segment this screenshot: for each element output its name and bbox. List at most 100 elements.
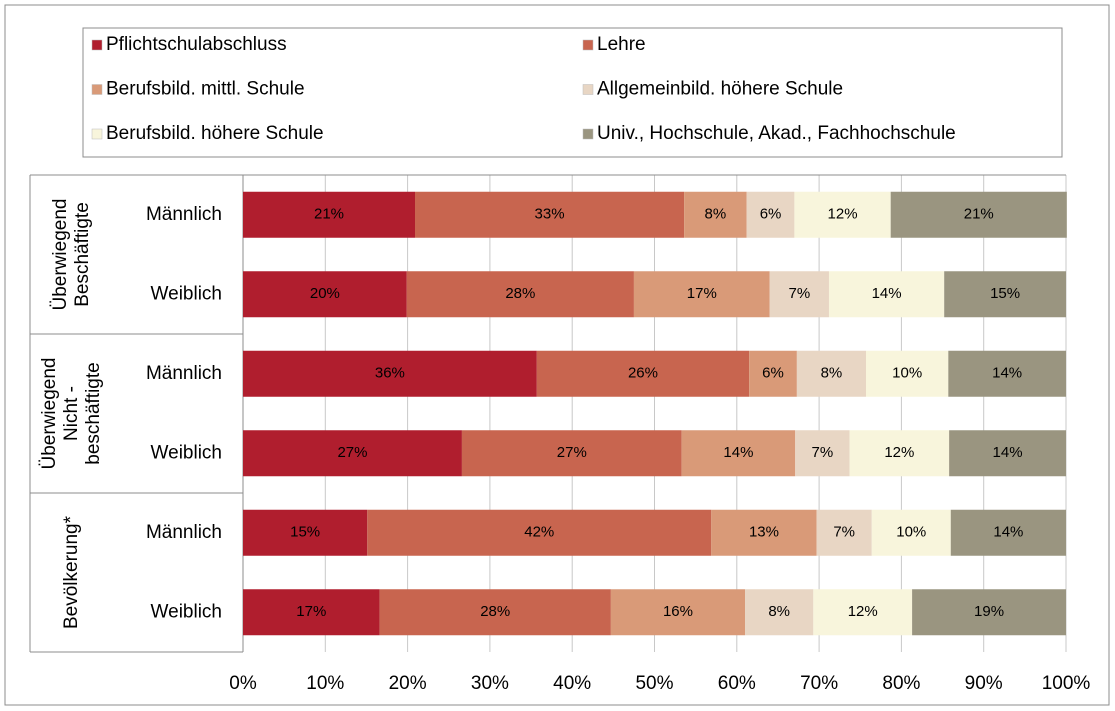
x-tick-label: 20% xyxy=(389,673,427,694)
x-tick-label: 50% xyxy=(635,673,673,694)
x-tick-label: 40% xyxy=(553,673,591,694)
x-tick-label: 100% xyxy=(1042,673,1091,694)
group-label: Überwiegend xyxy=(39,358,60,470)
value-label: 7% xyxy=(833,524,855,541)
legend-swatch xyxy=(91,128,103,140)
value-label: 21% xyxy=(964,206,994,223)
x-tick-label: 30% xyxy=(471,673,509,694)
value-label: 27% xyxy=(557,444,587,461)
group-label: Nicht - xyxy=(61,386,82,441)
value-label: 8% xyxy=(821,365,843,382)
legend-swatch xyxy=(91,84,103,95)
row-label: Weiblich xyxy=(151,601,222,622)
bar-segment xyxy=(243,509,368,556)
bar-segment xyxy=(684,191,747,238)
bar-segment xyxy=(866,350,949,397)
legend-swatch xyxy=(582,128,594,140)
row-label: Weiblich xyxy=(151,283,222,304)
bar-segment xyxy=(949,430,1066,477)
value-label: 6% xyxy=(760,206,782,223)
bar-segment xyxy=(711,509,817,556)
x-tick-label: 60% xyxy=(718,673,756,694)
row-label: Männlich xyxy=(146,204,222,225)
legend-swatch xyxy=(582,39,594,51)
bar-segment xyxy=(912,589,1066,636)
value-label: 6% xyxy=(762,365,784,382)
value-label: 33% xyxy=(535,206,565,223)
bar-segment xyxy=(633,271,770,318)
value-label: 12% xyxy=(848,603,878,620)
legend-box xyxy=(82,27,1063,158)
row-label: Männlich xyxy=(146,522,222,543)
bar-segment xyxy=(379,589,611,636)
bar-segment xyxy=(944,271,1066,318)
value-label: 14% xyxy=(993,524,1023,541)
bar-segment xyxy=(461,430,682,477)
bar-segment xyxy=(243,271,407,318)
bar-segment xyxy=(849,430,950,477)
legend-label: Berufsbild. mittl. Schule xyxy=(106,79,305,100)
bar-segment xyxy=(950,509,1066,556)
row-label: Weiblich xyxy=(151,442,222,463)
legend-label: Univ., Hochschule, Akad., Fachhochschule xyxy=(597,123,956,144)
x-tick-label: 80% xyxy=(882,673,920,694)
group-label: Beschäftigte xyxy=(72,202,93,307)
value-label: 12% xyxy=(884,444,914,461)
value-label: 26% xyxy=(628,365,658,382)
bar-segment xyxy=(871,509,951,556)
bar-segment xyxy=(610,589,746,636)
value-label: 19% xyxy=(974,603,1004,620)
value-label: 14% xyxy=(992,365,1022,382)
value-label: 42% xyxy=(524,524,554,541)
value-label: 21% xyxy=(314,206,344,223)
group-label: beschäftigte xyxy=(83,362,104,464)
group-label: Bevölkerung* xyxy=(61,515,82,629)
x-tick-label: 0% xyxy=(229,673,257,694)
bar-segment xyxy=(769,271,829,318)
x-tick-label: 70% xyxy=(800,673,838,694)
bar-segment xyxy=(796,350,867,397)
value-label: 7% xyxy=(789,285,811,302)
bar-segment xyxy=(794,191,891,238)
value-label: 27% xyxy=(337,444,367,461)
value-label: 16% xyxy=(663,603,693,620)
value-label: 28% xyxy=(505,285,535,302)
bar-segment xyxy=(749,350,797,397)
x-tick-label: 10% xyxy=(306,673,344,694)
value-label: 36% xyxy=(375,365,405,382)
bar-segment xyxy=(948,350,1066,397)
bar-segment xyxy=(795,430,850,477)
value-label: 14% xyxy=(723,444,753,461)
value-label: 7% xyxy=(812,444,834,461)
value-label: 14% xyxy=(872,285,902,302)
value-label: 20% xyxy=(310,285,340,302)
legend-swatch xyxy=(91,39,103,51)
legend-label: Pflichtschulabschluss xyxy=(106,34,287,55)
bar-segment xyxy=(890,191,1067,238)
bar-segment xyxy=(243,430,462,477)
bar-segment xyxy=(243,191,416,238)
x-tick-label: 90% xyxy=(965,673,1003,694)
legend-label: Berufsbild. höhere Schule xyxy=(106,123,324,144)
value-label: 8% xyxy=(768,603,790,620)
bar-segment xyxy=(415,191,685,238)
bar-segment xyxy=(243,589,380,636)
legend-swatch xyxy=(582,84,594,95)
value-label: 15% xyxy=(290,524,320,541)
legend-label: Lehre xyxy=(597,34,646,55)
value-label: 12% xyxy=(828,206,858,223)
value-label: 14% xyxy=(993,444,1023,461)
row-label: Männlich xyxy=(146,363,222,384)
group-label: Überwiegend xyxy=(50,199,71,311)
bar-segment xyxy=(536,350,750,397)
bar-segment xyxy=(816,509,872,556)
value-label: 10% xyxy=(896,524,926,541)
bar-segment xyxy=(746,191,795,238)
bar-segment xyxy=(406,271,634,318)
value-label: 17% xyxy=(687,285,717,302)
bar-segment xyxy=(813,589,913,636)
bar-segment xyxy=(745,589,814,636)
bar-segment xyxy=(681,430,796,477)
legend-label: Allgemeinbild. höhere Schule xyxy=(597,79,843,100)
